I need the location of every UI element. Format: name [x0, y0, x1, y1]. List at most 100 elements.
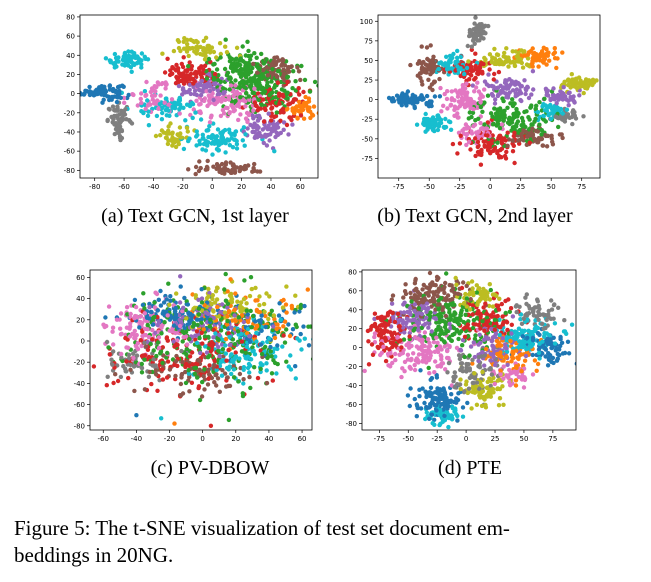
y-tick-label: 0 [71, 90, 75, 98]
scatter-point [487, 303, 492, 309]
scatter-point [547, 58, 552, 63]
scatter-point [482, 122, 487, 127]
scatter-point [510, 97, 515, 102]
scatter-point [439, 392, 444, 398]
scatter-point [227, 75, 233, 80]
scatter-point [145, 347, 151, 352]
scatter-point [301, 89, 306, 95]
scatter-point [68, 336, 72, 340]
scatter-point [490, 133, 495, 138]
scatter-point [552, 50, 558, 55]
scatter-point [185, 302, 191, 307]
scatter-point [96, 89, 101, 94]
scatter-point [459, 361, 465, 366]
scatter-point [112, 107, 117, 113]
scatter-point [159, 105, 165, 111]
scatter-point [526, 115, 531, 120]
scatter-point [165, 56, 170, 61]
scatter-point [170, 104, 175, 109]
scatter-point [193, 171, 198, 177]
scatter-point [467, 110, 472, 115]
scatter-point [264, 361, 269, 366]
scatter-point [253, 134, 258, 139]
scatter-point [261, 74, 266, 79]
scatter-point [445, 106, 450, 111]
scatter-point [139, 109, 144, 114]
scatter-point [293, 376, 298, 381]
x-tick-label: 75 [577, 183, 586, 191]
scatter-point [258, 366, 263, 372]
scatter-point [195, 358, 201, 363]
scatter-point [501, 358, 506, 363]
scatter-point [250, 113, 255, 118]
scatter-point [245, 331, 250, 336]
scatter-point [266, 111, 271, 116]
scatter-point [237, 371, 243, 377]
scatter-point [206, 372, 212, 377]
scatter-point [301, 116, 307, 121]
scatter-point [393, 357, 398, 363]
scatter-point [453, 60, 459, 65]
scatter-point [496, 403, 502, 408]
scatter-point [200, 147, 205, 152]
scatter-point [117, 135, 123, 141]
scatter-point [279, 63, 284, 68]
scatter-point [246, 163, 251, 168]
scatter-point [186, 368, 191, 373]
scatter-point [434, 403, 439, 408]
scatter-point [104, 383, 110, 388]
scatter-point [403, 101, 409, 106]
scatter-point [521, 385, 527, 390]
scatter-point [240, 44, 245, 49]
scatter-point [510, 80, 516, 85]
scatter-point [490, 55, 495, 60]
scatter-point [405, 393, 411, 398]
scatter-point [185, 342, 190, 347]
scatter-point [186, 53, 191, 59]
x-tick-label: 60 [298, 435, 307, 443]
scatter-point [316, 83, 318, 88]
scatter-point [237, 69, 242, 74]
scatter-point [106, 304, 112, 309]
scatter-point [566, 82, 571, 88]
scatter-point [249, 325, 254, 330]
scatter-point [499, 141, 505, 146]
scatter-point [124, 117, 129, 122]
scatter-point [197, 141, 203, 147]
scatter-point [253, 285, 258, 291]
scatter-point [246, 361, 252, 367]
scatter-point [476, 116, 481, 122]
scatter-point [180, 64, 186, 70]
scatter-point [390, 344, 395, 350]
scatter-point [218, 51, 223, 57]
scatter-point [142, 340, 147, 345]
scatter-point [439, 337, 444, 342]
scatter-point [511, 133, 516, 139]
y-tick-label: 60 [66, 33, 75, 41]
scatter-point [522, 53, 527, 58]
scatter-point [184, 316, 189, 321]
scatter-point [475, 144, 480, 150]
scatter-point [217, 353, 222, 359]
scatter-point [208, 115, 214, 120]
scatter-point [519, 98, 524, 104]
scatter-point [152, 93, 158, 98]
scatter-point [421, 282, 426, 288]
scatter-point [269, 371, 275, 376]
scatter-point [139, 343, 144, 349]
scatter-point [278, 118, 283, 124]
scatter-point [539, 132, 544, 137]
scatter-point [110, 362, 115, 367]
y-tick-label: 0 [369, 96, 373, 104]
scatter-point [446, 119, 452, 124]
scatter-point [212, 81, 218, 87]
scatter-point [408, 386, 413, 391]
scatter-point [477, 152, 482, 157]
scatter-point [404, 320, 409, 326]
scatter-point [193, 293, 198, 298]
scatter-point [259, 351, 265, 357]
scatter-point [209, 45, 214, 50]
scatter-point [509, 322, 514, 327]
scatter-point [487, 52, 493, 57]
scatter-point [431, 339, 437, 345]
